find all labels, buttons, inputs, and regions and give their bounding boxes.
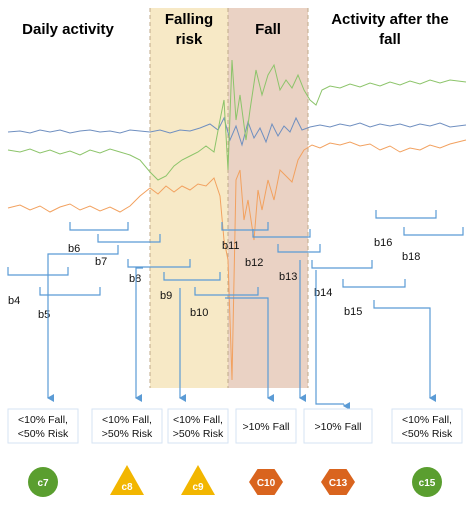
outcome-text-line1: <10% Fall,	[173, 414, 223, 426]
outcome-c13: >10% Fall C13	[303, 408, 373, 495]
segment-label-b9: b9	[160, 290, 172, 302]
segment-bracket-b4	[7, 267, 69, 276]
badge-shape-triangle	[181, 465, 215, 495]
outcome-c9: <10% Fall, >50% Risk c9	[167, 408, 229, 495]
heading-falling-risk-line2: risk	[176, 31, 203, 48]
segment-label-b13: b13	[279, 271, 297, 283]
signal-green	[7, 59, 467, 181]
outcome-c7: <10% Fall, <50% Risk c7	[7, 408, 79, 497]
segment-bracket-b14	[311, 260, 373, 269]
connector-arrow-1	[47, 245, 119, 402]
segment-bracket-b16	[375, 210, 437, 219]
outcome-box	[167, 408, 229, 444]
segment-bracket-b6	[69, 222, 129, 231]
segment-label-b6: b6	[68, 243, 80, 255]
segment-label-b5: b5	[38, 309, 50, 321]
outcome-c10: >10% Fall C10	[235, 408, 297, 495]
badge-shape-circle	[28, 467, 58, 497]
outcome-c15: <10% Fall, <50% Risk c15	[391, 408, 463, 497]
outcome-text-line1: <10% Fall,	[102, 414, 152, 426]
segment-bracket-b15	[342, 279, 406, 288]
segment-labels: b4 b5 b6 b7 b8 b9 b10 b11 b12 b13 b14 b15 b16 b18	[8, 237, 420, 321]
connector-arrow-7	[373, 300, 436, 402]
badge-shape-hexagon	[249, 469, 283, 495]
signal-orange	[7, 139, 467, 381]
segment-label-b18: b18	[402, 251, 420, 263]
segment-bracket-b12	[252, 229, 311, 238]
badge-label: C13	[329, 478, 348, 489]
outcome-text-line1: >10% Fall	[315, 421, 362, 433]
outcome-box	[303, 408, 373, 444]
segment-label-b12: b12	[245, 257, 263, 269]
outcome-text-line2: >50% Risk	[102, 428, 153, 440]
segment-label-b16: b16	[374, 237, 392, 249]
segment-bracket-b5	[39, 287, 101, 296]
segment-label-b4: b4	[8, 295, 20, 307]
outcome-box	[235, 408, 297, 444]
badge-label: c9	[192, 482, 204, 493]
heading-after-fall-line2: fall	[379, 31, 401, 48]
badge-label: C10	[257, 478, 276, 489]
badge-shape-circle	[412, 467, 442, 497]
badge-shape-hexagon	[321, 469, 355, 495]
outcome-box	[7, 408, 79, 444]
segment-bracket-b8	[127, 259, 191, 268]
segment-bracket-b13	[277, 244, 321, 253]
segment-bracket-b9	[163, 272, 221, 281]
segment-label-b15: b15	[344, 306, 362, 318]
heading-falling-risk-line1: Falling	[165, 11, 213, 28]
badge-label: c8	[121, 482, 133, 493]
segment-brackets	[7, 210, 464, 296]
outcome-row: <10% Fall, <50% Risk c7 <10% Fall, >50% Risk…	[7, 408, 463, 497]
outcome-text-line2: <50% Risk	[18, 428, 69, 440]
badge-label: c7	[37, 478, 49, 489]
heading-after-fall-line1: Activity after the	[331, 11, 449, 28]
segment-bracket-b10	[194, 287, 259, 296]
heading-fall: Fall	[255, 21, 281, 38]
segment-bracket-b11	[221, 222, 269, 231]
falling-risk-zone	[150, 8, 228, 388]
outcome-c8: <10% Fall, >50% Risk c8	[91, 408, 163, 495]
outcome-text-line1: >10% Fall	[243, 421, 290, 433]
connector-arrow-2	[135, 267, 143, 402]
segment-label-b14: b14	[314, 287, 332, 299]
connector-arrow-6	[315, 270, 344, 405]
segment-label-b10: b10	[190, 307, 208, 319]
connector-arrow-4	[225, 297, 274, 402]
outcome-text-line1: <10% Fall,	[402, 414, 452, 426]
outcome-text-line2: >50% Risk	[173, 428, 224, 440]
outcome-text-line1: <10% Fall,	[18, 414, 68, 426]
heading-daily-activity: Daily activity	[22, 21, 114, 38]
segment-bracket-b7	[97, 234, 161, 243]
badge-label: c15	[419, 478, 436, 489]
segment-label-b8: b8	[129, 273, 141, 285]
outcome-box	[91, 408, 163, 444]
outcome-box	[391, 408, 463, 444]
badge-shape-triangle	[110, 465, 144, 495]
outcome-text-line2: <50% Risk	[402, 428, 453, 440]
segment-bracket-b18	[403, 227, 464, 236]
segment-label-b11: b11	[222, 240, 240, 252]
segment-label-b7: b7	[95, 256, 107, 268]
connector-arrows	[47, 245, 436, 410]
